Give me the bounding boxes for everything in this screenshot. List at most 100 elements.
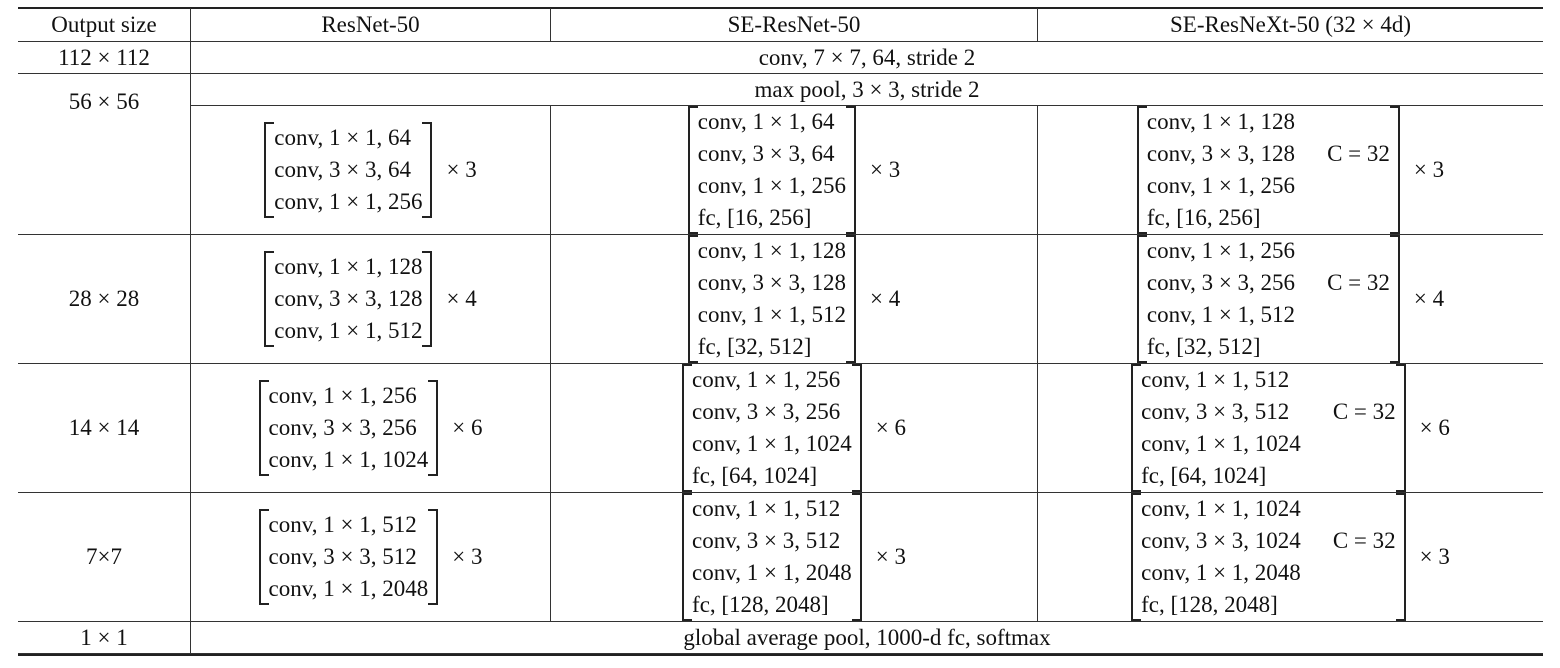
layer-line: conv, 1 × 1, 1024 <box>1141 431 1301 456</box>
layer-line: conv, 1 × 1, 256 <box>1146 238 1296 263</box>
block-lines: conv, 1 × 1, 256 conv, 3 × 3, 256 conv, 1 … <box>692 364 852 492</box>
layer-line: fc, [32, 512] <box>697 334 812 359</box>
layer-line: conv, 3 × 3, 256 <box>1146 270 1296 295</box>
repeat: × 4 <box>869 286 901 311</box>
layer-line: conv, 3 × 3, 512 <box>692 528 841 553</box>
block-cell: conv, 1 × 1, 1024 conv, 3 × 3, 1024 conv, … <box>1037 493 1543 622</box>
block-lines: conv, 1 × 1, 64 conv, 3 × 3, 64 conv, 1 × … <box>698 106 846 234</box>
layer-line: conv, 1 × 1, 2048 <box>692 560 852 585</box>
cardinality: C = 32 <box>1327 270 1390 295</box>
block-cell: conv, 1 × 1, 64 conv, 3 × 3, 64 conv, 1 × … <box>190 106 550 235</box>
layer-line: conv, 1 × 1, 128 <box>697 238 846 263</box>
layer-line: conv, 1 × 1, 256 <box>274 189 423 214</box>
header-cell: SE-ResNet-50 <box>550 8 1037 42</box>
repeat: × 3 <box>869 157 901 182</box>
layer-line: fc, [16, 256] <box>697 205 812 230</box>
layer-line: conv, 1 × 1, 1024 <box>692 431 852 456</box>
block-cell: conv, 1 × 1, 512 conv, 3 × 3, 512 conv, 1 … <box>550 493 1037 622</box>
repeat: × 4 <box>1413 286 1445 311</box>
block-cell: conv, 1 × 1, 256 conv, 3 × 3, 256 conv, 1 … <box>190 364 550 493</box>
repeat: × 3 <box>446 157 477 182</box>
layer-line: conv, 1 × 1, 512 <box>692 496 841 521</box>
span-cell: conv, 7 × 7, 64, stride 2 <box>190 42 1543 74</box>
layer-line: conv, 1 × 1, 512 <box>1141 367 1290 392</box>
block-cell: conv, 1 × 1, 512 conv, 3 × 3, 512 conv, 1 … <box>190 493 550 622</box>
bracket: conv, 1 × 1, 128 conv, 3 × 3, 128 conv, 1 … <box>264 251 433 347</box>
cardinality: C = 32 <box>1332 399 1396 424</box>
repeat: × 4 <box>446 286 477 311</box>
bracket: conv, 1 × 1, 256 conv, 3 × 3, 256 conv, 1 … <box>1136 235 1400 363</box>
block-lines: conv, 1 × 1, 128 conv, 3 × 3, 128 conv, 1 … <box>698 235 846 363</box>
layer-line: conv, 3 × 3, 128 <box>1146 141 1296 166</box>
size-cell: 14 × 14 <box>18 364 190 493</box>
layer-line: fc, [128, 2048] <box>692 592 829 617</box>
bracket: conv, 1 × 1, 256 conv, 3 × 3, 256 conv, 1 … <box>258 380 439 476</box>
repeat: × 3 <box>875 544 906 569</box>
layer-line: conv, 3 × 3, 128 <box>274 286 423 311</box>
layer-line: conv, 3 × 3, 256 <box>692 399 841 424</box>
repeat: × 3 <box>452 544 483 569</box>
repeat: × 6 <box>452 415 483 440</box>
repeat: × 6 <box>1419 415 1450 440</box>
block-lines: conv, 1 × 1, 512 conv, 3 × 3, 512 conv, 1 … <box>1141 364 1301 492</box>
header-cell: SE-ResNeXt-50 (32 × 4d) <box>1037 8 1543 42</box>
layer-line: conv, 1 × 1, 128 <box>1146 109 1296 134</box>
block-lines: conv, 1 × 1, 256 conv, 3 × 3, 256 conv, 1 … <box>269 380 429 476</box>
layer-line: conv, 1 × 1, 256 <box>692 367 841 392</box>
layer-line: conv, 1 × 1, 1024 <box>268 447 429 472</box>
layer-line: conv, 1 × 1, 256 <box>1146 173 1296 198</box>
block-lines: conv, 1 × 1, 512 conv, 3 × 3, 512 conv, 1 … <box>692 493 852 621</box>
block-cell: conv, 1 × 1, 128 conv, 3 × 3, 128 conv, 1 … <box>190 235 550 364</box>
bracket: conv, 1 × 1, 1024 conv, 3 × 3, 1024 conv, … <box>1131 493 1406 621</box>
bracket: conv, 1 × 1, 512 conv, 3 × 3, 512 conv, 1 … <box>682 493 862 621</box>
cardinality: C = 32 <box>1332 528 1396 553</box>
bracket: conv, 1 × 1, 256 conv, 3 × 3, 256 conv, 1 … <box>682 364 862 492</box>
bracket: conv, 1 × 1, 128 conv, 3 × 3, 128 conv, 1 … <box>1136 106 1400 234</box>
repeat: × 6 <box>875 415 906 440</box>
repeat: × 3 <box>1413 157 1445 182</box>
layer-line: fc, [64, 1024] <box>1141 463 1267 488</box>
layer-line: conv, 1 × 1, 256 <box>268 383 417 408</box>
block-cell: conv, 1 × 1, 128 conv, 3 × 3, 128 conv, 1 … <box>550 235 1037 364</box>
block-cell: conv, 1 × 1, 256 conv, 3 × 3, 256 conv, 1 … <box>550 364 1037 493</box>
block-lines: conv, 1 × 1, 256 conv, 3 × 3, 256 conv, 1 … <box>1147 235 1295 363</box>
top-rule <box>18 7 1543 9</box>
layer-line: conv, 1 × 1, 2048 <box>1141 560 1301 585</box>
layer-line: conv, 1 × 1, 512 <box>697 302 846 327</box>
block-cell: conv, 1 × 1, 512 conv, 3 × 3, 512 conv, 1 … <box>1037 364 1543 493</box>
block-lines: conv, 1 × 1, 512 conv, 3 × 3, 512 conv, 1 … <box>269 509 429 605</box>
layer-line: conv, 1 × 1, 64 <box>274 125 411 150</box>
layer-line: conv, 1 × 1, 64 <box>697 109 835 134</box>
header-cell: Output size <box>18 8 190 42</box>
size-cell: 56 × 56 <box>18 74 190 235</box>
layer-line: fc, [64, 1024] <box>692 463 818 488</box>
layer-line: conv, 1 × 1, 128 <box>274 254 423 279</box>
bottom-rule <box>18 654 1543 656</box>
layer-line: conv, 3 × 3, 64 <box>274 157 411 182</box>
block-cell: conv, 1 × 1, 128 conv, 3 × 3, 128 conv, 1 … <box>1037 106 1543 235</box>
layer-line: conv, 1 × 1, 256 <box>697 173 846 198</box>
layer-line: conv, 3 × 3, 512 <box>268 544 417 569</box>
layer-line: fc, [32, 512] <box>1146 334 1261 359</box>
bracket: conv, 1 × 1, 512 conv, 3 × 3, 512 conv, 1 … <box>1131 364 1406 492</box>
block-lines: conv, 1 × 1, 1024 conv, 3 × 3, 1024 conv, … <box>1141 493 1301 621</box>
bracket: conv, 1 × 1, 512 conv, 3 × 3, 512 conv, 1 … <box>258 509 439 605</box>
bracket: conv, 1 × 1, 64 conv, 3 × 3, 64 conv, 1 × … <box>687 106 856 234</box>
size-cell: 28 × 28 <box>18 235 190 364</box>
layer-line: fc, [16, 256] <box>1146 205 1261 230</box>
block-lines: conv, 1 × 1, 128 conv, 3 × 3, 128 conv, 1 … <box>1147 106 1295 234</box>
layer-line: conv, 3 × 3, 128 <box>697 270 846 295</box>
bracket: conv, 1 × 1, 64 conv, 3 × 3, 64 conv, 1 × … <box>264 122 433 218</box>
layer-line: conv, 1 × 1, 512 <box>1146 302 1296 327</box>
header-cell: ResNet-50 <box>190 8 550 42</box>
block-cell: conv, 1 × 1, 64 conv, 3 × 3, 64 conv, 1 × … <box>550 106 1037 235</box>
layer-line: conv, 1 × 1, 2048 <box>268 576 429 601</box>
repeat: × 3 <box>1419 544 1450 569</box>
layer-line: conv, 1 × 1, 512 <box>274 318 423 343</box>
layer-line: conv, 1 × 1, 1024 <box>1141 496 1301 521</box>
layer-line: conv, 3 × 3, 256 <box>268 415 417 440</box>
layer-line: conv, 3 × 3, 64 <box>697 141 835 166</box>
layer-line: fc, [128, 2048] <box>1141 592 1278 617</box>
span-cell: max pool, 3 × 3, stride 2 <box>190 74 1543 106</box>
